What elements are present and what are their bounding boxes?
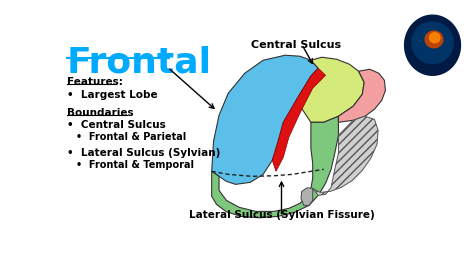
Polygon shape bbox=[212, 116, 338, 218]
Polygon shape bbox=[296, 57, 364, 122]
Text: Central Sulcus: Central Sulcus bbox=[251, 40, 341, 50]
Polygon shape bbox=[301, 188, 313, 205]
Text: Lateral Sulcus (Sylvian Fissure): Lateral Sulcus (Sylvian Fissure) bbox=[189, 210, 374, 220]
Polygon shape bbox=[405, 15, 460, 75]
Polygon shape bbox=[429, 33, 440, 43]
Text: •  Largest Lobe: • Largest Lobe bbox=[66, 90, 157, 100]
Polygon shape bbox=[338, 69, 385, 122]
Text: •  Lateral Sulcus (Sylvian): • Lateral Sulcus (Sylvian) bbox=[66, 148, 220, 158]
Text: Features:: Features: bbox=[66, 77, 122, 87]
Polygon shape bbox=[425, 31, 443, 48]
Text: •  Frontal & Parietal: • Frontal & Parietal bbox=[76, 132, 186, 142]
Text: Boundaries: Boundaries bbox=[66, 108, 133, 118]
Text: Frontal: Frontal bbox=[66, 45, 211, 79]
Polygon shape bbox=[272, 68, 326, 171]
Text: •  Central Sulcus: • Central Sulcus bbox=[66, 120, 165, 130]
Text: •  Frontal & Temporal: • Frontal & Temporal bbox=[76, 160, 194, 170]
Polygon shape bbox=[412, 22, 453, 63]
Polygon shape bbox=[212, 55, 318, 184]
Polygon shape bbox=[313, 116, 378, 195]
